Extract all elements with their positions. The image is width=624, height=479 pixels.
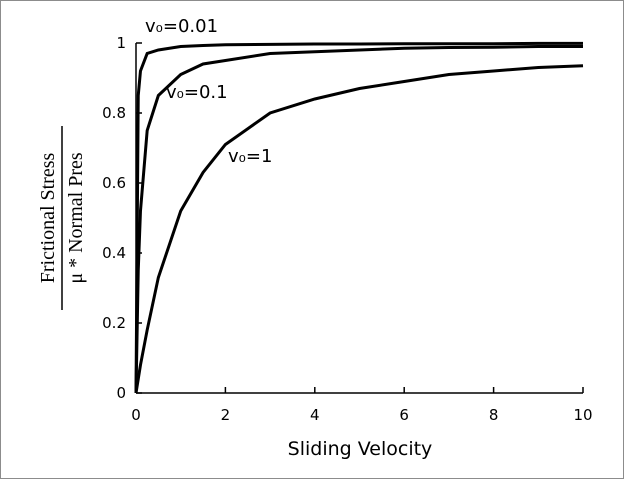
x-tick-label: 0	[131, 406, 141, 424]
y-label-numerator: Frictional Stress	[37, 153, 59, 284]
series-label: v₀=1	[228, 146, 272, 167]
y-axis-label: Frictional Stress μ * Normal Pres	[37, 126, 87, 310]
x-tick-label: 2	[221, 406, 231, 424]
x-tick-label: 8	[489, 406, 499, 424]
y-label-denominator: μ * Normal Pres	[65, 152, 87, 283]
y-tick-label: 0	[116, 384, 126, 402]
series-label: v₀=0.1	[166, 82, 228, 103]
x-tick-label: 10	[573, 406, 592, 424]
series-label: v₀=0.01	[145, 16, 218, 37]
x-tick-label: 6	[399, 406, 409, 424]
line	[134, 64, 584, 394]
y-tick-label: 0.8	[102, 104, 126, 122]
y-tick-label: 0.4	[102, 244, 126, 262]
line	[134, 45, 583, 394]
x-axis-label: Sliding Velocity	[288, 438, 433, 460]
y-tick-label: 1	[116, 34, 126, 52]
y-tick-label: 0.6	[102, 174, 126, 192]
line	[134, 41, 583, 394]
x-tick-label: 4	[310, 406, 320, 424]
y-tick-label: 0.2	[102, 314, 126, 332]
